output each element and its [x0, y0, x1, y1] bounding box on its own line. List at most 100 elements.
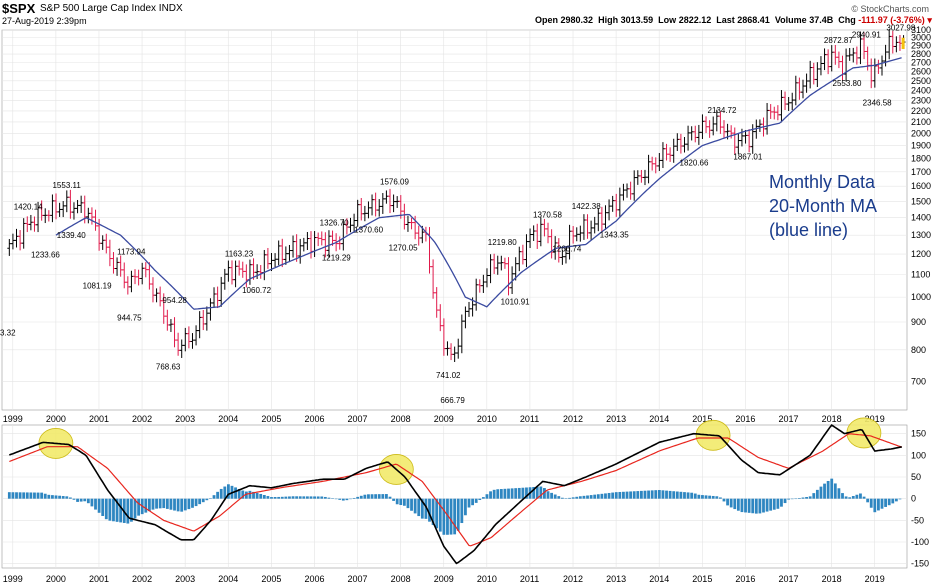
moving-average-line [55, 57, 902, 310]
ohlc-bar [122, 262, 127, 289]
ohlc-bar [775, 105, 780, 121]
macd-histogram-bar [323, 496, 327, 499]
ohlc-bar [700, 114, 705, 139]
macd-histogram-bar [754, 498, 758, 514]
ohlc-bar [190, 333, 195, 349]
ohlc-bar [650, 156, 655, 171]
ohlc-bar [366, 201, 371, 219]
ohlc-bar [632, 170, 637, 201]
price-label: 2134.72 [708, 106, 737, 115]
macd-histogram-bar [187, 498, 191, 510]
ohlc-bar [212, 287, 217, 308]
macd-histogram-bar [90, 498, 94, 507]
macd-histogram-bar [363, 494, 367, 499]
macd-histogram-bar [690, 492, 694, 499]
macd-histogram-bar [701, 495, 704, 499]
price-label: 944.75 [117, 314, 142, 323]
ohlc-bar [222, 268, 227, 290]
ohlc-bar [642, 169, 647, 186]
ohlc-bar [204, 306, 209, 331]
macd-histogram-bar [521, 487, 525, 499]
macd-histogram-bar [291, 496, 295, 499]
x-tick-label: 2002 [132, 414, 152, 424]
macd-histogram-bar [284, 496, 288, 499]
macd-histogram-bar [762, 498, 765, 513]
macd-frame [1, 424, 908, 569]
ohlc-bar [71, 202, 76, 220]
macd-histogram-bar [575, 496, 579, 499]
macd-histogram-bar [334, 498, 338, 500]
macd-histogram-bar [747, 498, 751, 513]
ohlc-bar [704, 116, 709, 134]
ohlc-bar [484, 268, 489, 288]
x-tick-label: 2019 [865, 414, 885, 424]
macd-histogram-bar [841, 493, 844, 499]
macd-histogram-bar [456, 498, 460, 531]
ohlc-bar [635, 170, 640, 185]
ohlc-bar [459, 314, 464, 354]
macd-histogram-bar [244, 491, 248, 499]
ohlc-bar [276, 240, 281, 266]
macd-histogram-bar [898, 498, 902, 500]
macd-histogram-bar [320, 496, 324, 499]
ohlc-bar [337, 236, 342, 250]
macd-histogram-bar [553, 494, 557, 499]
x-tick-label: 2000 [46, 574, 66, 584]
x-tick-label: 2003 [175, 414, 195, 424]
macd-histogram-bar [367, 494, 370, 499]
macd-histogram-bar [729, 498, 733, 508]
ohlc-bar [194, 325, 199, 346]
ohlc-bar [441, 318, 446, 356]
index-name-text: S&P 500 Large Cap Index [40, 3, 157, 14]
ohlc-bar [319, 231, 324, 246]
macd-histogram-bar [532, 487, 536, 499]
macd-histogram-bar [83, 498, 87, 502]
ohlc-bar [136, 269, 141, 286]
ohlc-bar [607, 199, 612, 221]
macd-histogram-bar [288, 496, 291, 499]
ohlc-bar [535, 223, 540, 249]
y-tick-label: 2400 [911, 85, 931, 95]
ohlc-bar [431, 259, 436, 299]
last-value: 2868.41 [737, 15, 770, 25]
macd-histogram-bar [568, 497, 571, 499]
brand-logo[interactable]: © StockCharts.com [851, 4, 929, 14]
ohlc-bar [405, 215, 410, 232]
macd-histogram-bar [417, 498, 421, 517]
price-label: 1422.38 [572, 202, 601, 211]
x-tick-label: 2003 [175, 574, 195, 584]
x-tick-label: 2005 [261, 574, 281, 584]
macd-histogram-bar [887, 498, 891, 506]
macd-histogram-bar [119, 498, 123, 523]
y-tick-label: 2700 [911, 58, 931, 68]
macd-histogram-bar [428, 498, 431, 522]
macd-histogram-bar [331, 498, 334, 499]
macd-histogram-bar [683, 492, 686, 499]
macd-histogram-bar [72, 498, 76, 500]
macd-histogram-bar [273, 496, 277, 499]
ohlc-bar [732, 127, 737, 155]
macd-histogram-bar [593, 494, 597, 499]
macd-histogram-bar [29, 492, 33, 499]
ohlc-bar [765, 102, 770, 135]
x-tick-label: 2018 [822, 574, 842, 584]
macd-histogram-bar [226, 484, 230, 499]
ohlc-bar [54, 193, 59, 220]
macd-histogram-bar [94, 498, 97, 510]
y-tick-label: 1400 [911, 213, 931, 223]
price-label: 2872.87 [824, 36, 853, 45]
macd-histogram-bar [708, 495, 712, 499]
ohlc-bar [467, 301, 472, 317]
low-value: 2822.12 [678, 15, 712, 25]
macd-histogram-bar [661, 490, 665, 499]
macd-histogram-bar [104, 498, 108, 520]
macd-histogram-bar [711, 495, 715, 499]
x-tick-label: 2007 [348, 574, 368, 584]
macd-histogram-bar [772, 498, 776, 510]
volume-value: 37.4B [809, 15, 834, 25]
volume-label: Volume [774, 15, 807, 25]
macd-histogram-bar [402, 498, 406, 506]
macd-panel: 150 100 50 0 -50 -100 -150 [1, 417, 929, 569]
ohlc-bar [14, 228, 19, 248]
